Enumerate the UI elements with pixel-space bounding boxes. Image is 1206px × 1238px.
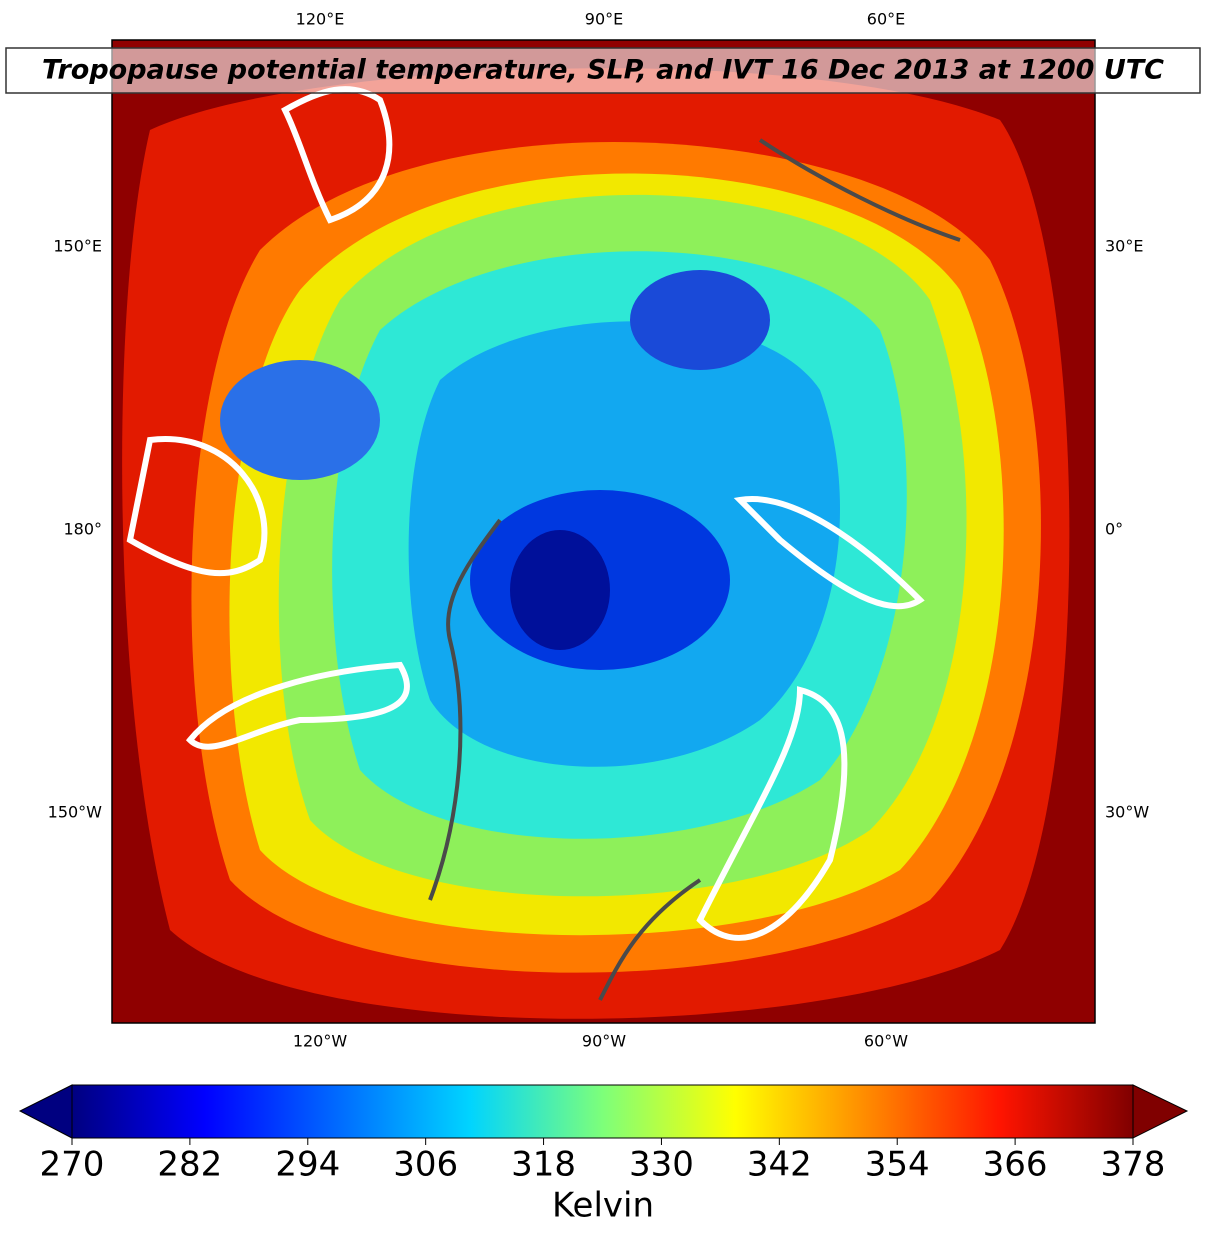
colorbar-tick-label: 270 xyxy=(40,1145,105,1185)
lon-label: 60°W xyxy=(864,1032,908,1051)
lon-label: 60°E xyxy=(867,10,905,29)
colorbar-tick-label: 366 xyxy=(983,1145,1048,1185)
colorbar-tick-label: 378 xyxy=(1101,1145,1166,1185)
lat-label: 150°W xyxy=(48,803,103,822)
colorbar-tick-label: 318 xyxy=(511,1145,576,1185)
colorbar-tick-label: 306 xyxy=(393,1145,458,1185)
lon-label: 120°E xyxy=(296,10,345,29)
lat-label: 180° xyxy=(63,520,102,539)
colorbar xyxy=(18,1084,1189,1139)
lat-label: 30°W xyxy=(1105,803,1149,822)
lon-label: 90°E xyxy=(585,10,623,29)
colorbar-tick-label: 354 xyxy=(865,1145,930,1185)
lat-label: 150°E xyxy=(53,237,102,256)
lon-label: 90°W xyxy=(582,1032,626,1051)
lat-label: 30°E xyxy=(1105,237,1143,256)
colorbar-tick-label: 282 xyxy=(157,1145,222,1185)
colorbar-label: Kelvin xyxy=(552,1186,654,1226)
map xyxy=(112,40,1095,1023)
lat-label: 0° xyxy=(1105,520,1123,539)
colorbar-tick-label: 294 xyxy=(275,1145,340,1185)
colorbar-tick-label: 342 xyxy=(747,1145,812,1185)
map-title: Tropopause potential temperature, SLP, a… xyxy=(42,55,1164,86)
lon-label: 120°W xyxy=(293,1032,348,1051)
colorbar-tick-label: 330 xyxy=(629,1145,694,1185)
